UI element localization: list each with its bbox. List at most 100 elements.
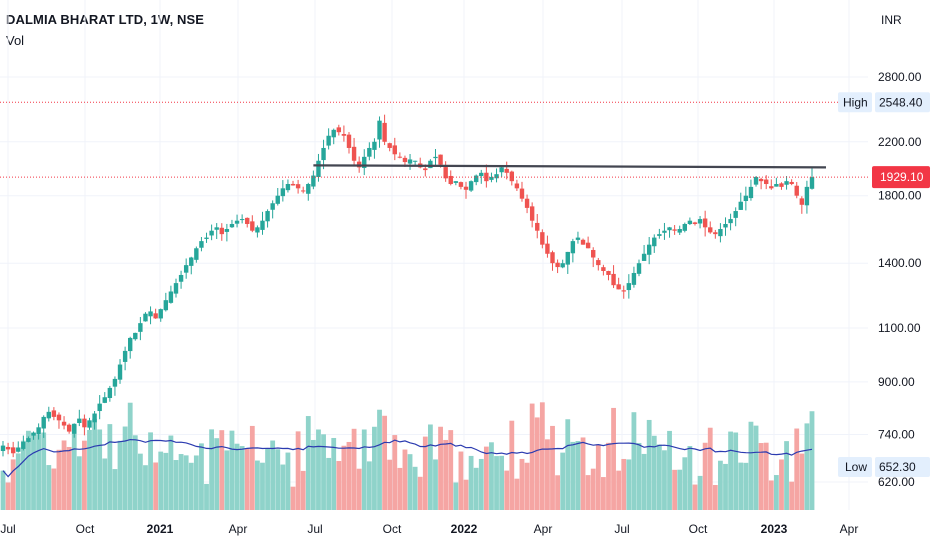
volume-bar: [356, 468, 362, 510]
volume-bar: [784, 441, 789, 510]
candle-body: [733, 211, 738, 218]
candle-body: [723, 223, 728, 228]
candle-body: [245, 217, 250, 224]
volume-bar: [799, 453, 805, 510]
volume-bar: [514, 478, 520, 510]
volume-bar: [453, 482, 459, 510]
candle-body: [524, 198, 530, 208]
volume-bar: [468, 455, 474, 510]
volume-bar: [244, 448, 250, 510]
volume-bar: [473, 467, 479, 510]
volume-bar: [555, 475, 560, 510]
candle-body: [234, 220, 240, 224]
volume-moving-average: [2, 438, 813, 478]
candle-body: [458, 182, 464, 187]
volume-bar: [651, 435, 657, 510]
candle-body: [560, 263, 565, 268]
volume-bar: [626, 459, 632, 510]
low-value-bg: [875, 457, 930, 477]
candle-body: [321, 147, 326, 161]
candle-body: [402, 157, 408, 163]
candle-body: [122, 350, 128, 362]
high-value-label: 2548.40: [879, 95, 923, 109]
candle-body: [138, 323, 143, 332]
candle-body: [72, 423, 77, 434]
candle-body: [438, 154, 443, 165]
last-price-bg: [872, 166, 930, 189]
volume-bar: [46, 465, 52, 510]
volume-bar: [758, 443, 764, 510]
candle-body: [641, 253, 647, 261]
volume-bar: [697, 475, 703, 510]
volume-bar: [646, 419, 652, 510]
candle-body: [367, 147, 372, 157]
candle-body: [204, 237, 209, 239]
volume-bar: [779, 459, 784, 510]
price-tick-label: 2800.00: [878, 70, 922, 84]
candle-body: [372, 141, 377, 150]
volume-bar: [61, 440, 67, 510]
candle-body: [16, 447, 21, 452]
volume-bar: [56, 449, 62, 510]
candle-body: [601, 267, 606, 271]
volume-indicator-label[interactable]: Vol: [6, 33, 25, 48]
volume-bar: [478, 458, 484, 510]
low-marker-tag: Low 652.30: [838, 457, 930, 477]
time-axis: Jul Oct 2021 Apr Jul Oct 2022 Apr Jul Oct 2023 Apr: [0, 522, 858, 536]
candle-body: [117, 364, 123, 380]
time-tick-label: Oct: [689, 522, 708, 536]
candle-body: [412, 160, 418, 162]
candle-body: [31, 432, 36, 436]
volume-bar: [585, 475, 591, 510]
candle-body: [77, 418, 82, 424]
volume-bar: [621, 458, 627, 510]
candle-body: [229, 223, 235, 228]
candle-body: [565, 251, 570, 265]
volume-bar: [290, 486, 296, 510]
time-tick-label: Oct: [76, 522, 95, 536]
candle-body: [46, 411, 51, 419]
time-tick-label: 2021: [147, 522, 174, 536]
volume-bar: [168, 435, 174, 510]
volume-bar: [631, 412, 637, 510]
volume-bar: [193, 455, 199, 510]
time-tick-label: 2023: [761, 522, 788, 536]
candle-body: [311, 175, 316, 187]
candle-body: [636, 263, 642, 274]
volume-bar: [366, 461, 372, 510]
volume-bar: [321, 434, 326, 510]
volume-bar: [402, 449, 408, 510]
volume-bar: [82, 440, 87, 510]
candle-body: [499, 167, 504, 173]
candle-body: [433, 156, 438, 159]
volume-bar: [529, 403, 535, 510]
symbol-title[interactable]: DALMIA BHARAT LTD, 1W, NSE: [6, 12, 205, 27]
volume-bar: [51, 468, 57, 510]
candle-body: [535, 222, 540, 231]
candle-body: [397, 156, 403, 158]
volume-bar: [92, 418, 97, 510]
volume-bar: [580, 437, 586, 510]
candle-body: [224, 229, 230, 232]
volume-bar: [351, 428, 357, 510]
candle-body: [616, 284, 621, 290]
volume-bar: [209, 429, 215, 510]
candle-body: [769, 186, 774, 189]
chart-legend: DALMIA BHARAT LTD, 1W, NSE Vol: [6, 12, 204, 48]
volume-bar: [229, 430, 235, 510]
time-tick-label: Jul: [614, 522, 629, 536]
volume-bar: [71, 424, 77, 510]
candle-body: [514, 183, 520, 189]
volume-bar: [346, 441, 352, 510]
volume-bar: [305, 416, 311, 510]
volume-bar: [204, 483, 209, 510]
candle-body: [794, 185, 799, 196]
volume-bar: [489, 442, 494, 510]
candle-body: [97, 403, 102, 412]
trendline: [313, 164, 827, 169]
candle-body: [143, 313, 148, 322]
candle-body: [428, 160, 433, 169]
volume-bar: [412, 466, 418, 510]
candle-body: [611, 273, 616, 286]
